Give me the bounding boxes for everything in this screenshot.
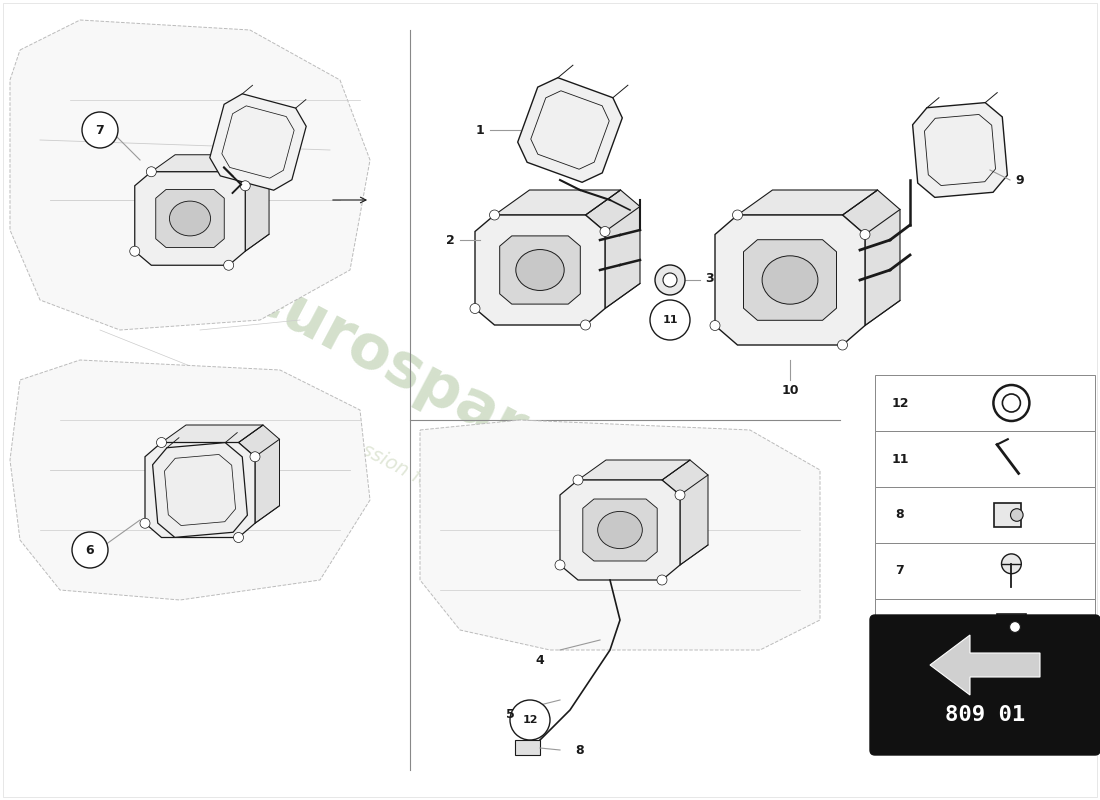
Polygon shape — [930, 635, 1040, 695]
Circle shape — [130, 246, 140, 256]
Polygon shape — [10, 360, 370, 600]
Ellipse shape — [516, 250, 564, 290]
FancyBboxPatch shape — [874, 375, 1094, 431]
Polygon shape — [913, 102, 1008, 198]
Polygon shape — [210, 94, 306, 190]
Text: 6: 6 — [86, 543, 95, 557]
Text: 6: 6 — [895, 621, 904, 634]
Circle shape — [1011, 509, 1023, 522]
Circle shape — [654, 265, 685, 295]
Ellipse shape — [597, 511, 642, 549]
Circle shape — [556, 560, 565, 570]
Text: a passion for sports since 1984: a passion for sports since 1984 — [321, 420, 598, 580]
Polygon shape — [997, 614, 1026, 640]
Polygon shape — [475, 215, 605, 325]
Text: 12: 12 — [891, 397, 909, 410]
FancyBboxPatch shape — [874, 599, 1094, 655]
Text: 8: 8 — [575, 743, 584, 757]
Polygon shape — [715, 215, 865, 345]
Ellipse shape — [179, 472, 220, 508]
Polygon shape — [843, 190, 900, 326]
FancyBboxPatch shape — [874, 431, 1094, 487]
Polygon shape — [239, 425, 279, 523]
Text: 3: 3 — [895, 677, 904, 690]
Circle shape — [675, 490, 685, 500]
Circle shape — [490, 210, 499, 220]
Circle shape — [240, 181, 251, 190]
Text: 4: 4 — [536, 654, 544, 666]
Ellipse shape — [169, 201, 210, 236]
Polygon shape — [153, 442, 248, 538]
Text: 7: 7 — [895, 565, 904, 578]
Polygon shape — [420, 420, 820, 650]
Text: 5: 5 — [506, 709, 515, 722]
FancyBboxPatch shape — [874, 543, 1094, 599]
Polygon shape — [134, 172, 245, 266]
Circle shape — [860, 230, 870, 239]
Circle shape — [600, 226, 610, 237]
Polygon shape — [662, 460, 708, 565]
Ellipse shape — [762, 256, 818, 304]
Polygon shape — [10, 20, 370, 330]
Text: eurospares: eurospares — [235, 263, 604, 497]
FancyBboxPatch shape — [870, 615, 1100, 755]
Text: 9: 9 — [1015, 174, 1024, 186]
Polygon shape — [495, 190, 620, 215]
Polygon shape — [560, 480, 680, 580]
Circle shape — [657, 575, 667, 585]
FancyBboxPatch shape — [994, 503, 1022, 527]
Circle shape — [72, 532, 108, 568]
Text: 2: 2 — [446, 234, 454, 246]
FancyBboxPatch shape — [874, 487, 1094, 543]
FancyBboxPatch shape — [874, 655, 1094, 711]
Text: 10: 10 — [781, 383, 799, 397]
Circle shape — [470, 303, 480, 314]
Bar — [515, 740, 540, 755]
Text: 11: 11 — [662, 315, 678, 325]
Polygon shape — [229, 154, 270, 251]
Circle shape — [250, 452, 260, 462]
Circle shape — [663, 273, 676, 287]
Circle shape — [837, 340, 847, 350]
Polygon shape — [156, 190, 224, 247]
Polygon shape — [499, 236, 581, 304]
Text: 11: 11 — [891, 453, 909, 466]
Polygon shape — [152, 154, 253, 172]
Circle shape — [156, 438, 166, 447]
Polygon shape — [578, 460, 690, 480]
Polygon shape — [583, 499, 657, 561]
Circle shape — [510, 700, 550, 740]
Text: 1: 1 — [475, 123, 484, 137]
Circle shape — [573, 475, 583, 485]
Text: 809 01: 809 01 — [945, 705, 1025, 725]
Circle shape — [710, 321, 720, 330]
Circle shape — [650, 300, 690, 340]
Circle shape — [733, 210, 742, 220]
Polygon shape — [585, 190, 640, 309]
Polygon shape — [744, 240, 836, 320]
Circle shape — [140, 518, 150, 528]
Circle shape — [223, 260, 233, 270]
Text: 3: 3 — [706, 271, 714, 285]
Polygon shape — [518, 78, 623, 182]
Polygon shape — [737, 190, 878, 215]
Polygon shape — [166, 461, 234, 519]
Circle shape — [233, 533, 243, 542]
Circle shape — [1010, 622, 1021, 632]
Text: 7: 7 — [96, 123, 104, 137]
Polygon shape — [145, 442, 255, 538]
Circle shape — [146, 166, 156, 177]
Circle shape — [581, 320, 591, 330]
Text: 12: 12 — [522, 715, 538, 725]
Circle shape — [82, 112, 118, 148]
Circle shape — [1001, 554, 1021, 574]
Text: 8: 8 — [895, 509, 904, 522]
Polygon shape — [162, 425, 263, 442]
